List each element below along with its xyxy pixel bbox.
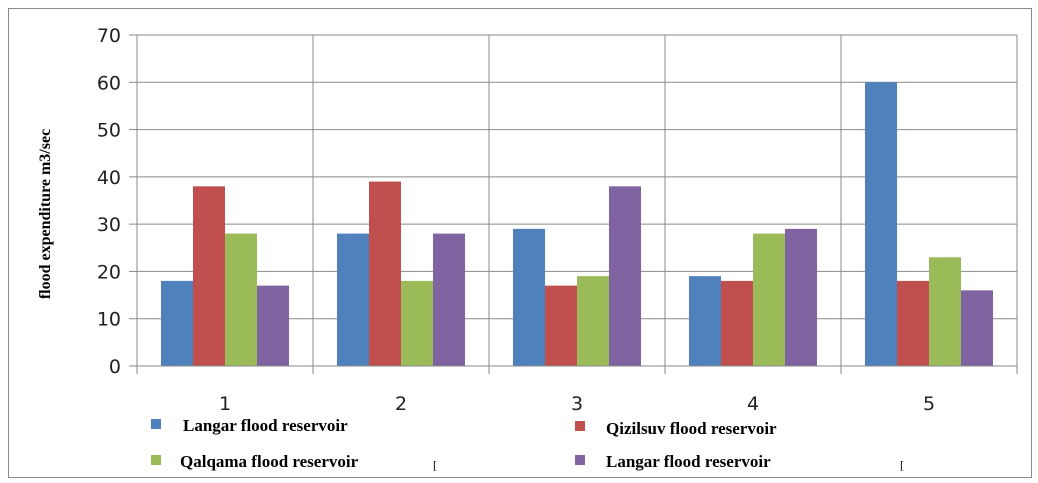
bar-series-4-cat-1 (257, 285, 289, 366)
x-tick-label: 1 (219, 393, 231, 415)
axes-layer (129, 34, 1018, 374)
bar-series-2-cat-4 (721, 280, 753, 366)
bar-series-3-cat-1 (225, 233, 257, 366)
bar-series-2-cat-2 (369, 181, 401, 366)
bars-layer (161, 82, 993, 367)
legend-swatch-4 (575, 455, 585, 465)
bar-series-3-cat-5 (929, 257, 961, 366)
legend-label-4: Langar flood reservoir (606, 452, 771, 471)
y-tick-labels: 0 10 20 30 40 50 60 70 (97, 25, 121, 378)
stray-marks: [[ (433, 458, 904, 472)
y-tick-label: 40 (97, 167, 121, 189)
y-tick-label: 10 (97, 309, 121, 331)
x-tick-label: 3 (571, 393, 583, 415)
bar-series-2-cat-5 (897, 280, 929, 366)
bar-series-4-cat-5 (961, 290, 993, 366)
x-tick-labels: 1 2 3 4 5 (219, 393, 935, 415)
y-tick-label: 0 (109, 356, 121, 378)
legend: Langar flood reservoir Qizilsuv flood res… (151, 416, 777, 471)
bar-series-1-cat-4 (689, 276, 721, 366)
bar-series-1-cat-2 (337, 233, 369, 366)
bar-series-4-cat-3 (609, 186, 641, 366)
grid-layer (137, 34, 1018, 366)
legend-swatch-1 (151, 419, 161, 429)
bar-series-1-cat-1 (161, 280, 193, 366)
legend-label-3: Qalqama flood reservoir (180, 452, 359, 471)
legend-swatch-3 (151, 455, 161, 465)
bar-series-3-cat-3 (577, 276, 609, 366)
x-tick-label: 4 (747, 393, 759, 415)
bar-series-3-cat-4 (753, 233, 785, 366)
y-tick-label: 30 (97, 214, 121, 236)
bar-series-3-cat-2 (401, 280, 433, 366)
y-tick-label: 20 (97, 261, 121, 283)
bar-series-1-cat-3 (513, 228, 545, 366)
legend-swatch-2 (575, 421, 585, 431)
y-tick-label: 50 (97, 120, 121, 142)
bar-series-2-cat-1 (193, 186, 225, 366)
y-tick-label: 60 (97, 72, 121, 94)
bar-series-2-cat-3 (545, 285, 577, 366)
stray-mark: [ (900, 458, 904, 472)
bar-series-4-cat-2 (433, 233, 465, 366)
y-tick-label: 70 (97, 25, 121, 47)
x-tick-label: 2 (395, 393, 407, 415)
chart-frame: 0 10 20 30 40 50 60 70 1 2 3 4 5 flood expenditure … (8, 8, 1032, 478)
bar-series-4-cat-4 (785, 228, 817, 366)
stray-mark: [ (433, 458, 437, 472)
legend-label-1: Langar flood reservoir (183, 416, 348, 435)
bar-series-1-cat-5 (865, 82, 897, 367)
y-axis-label: flood expenditure m3/sec (37, 129, 54, 299)
bar-chart: 0 10 20 30 40 50 60 70 1 2 3 4 5 flood expenditure … (37, 25, 1018, 472)
x-tick-label: 5 (923, 393, 935, 415)
legend-label-2: Qizilsuv flood reservoir (606, 419, 777, 438)
